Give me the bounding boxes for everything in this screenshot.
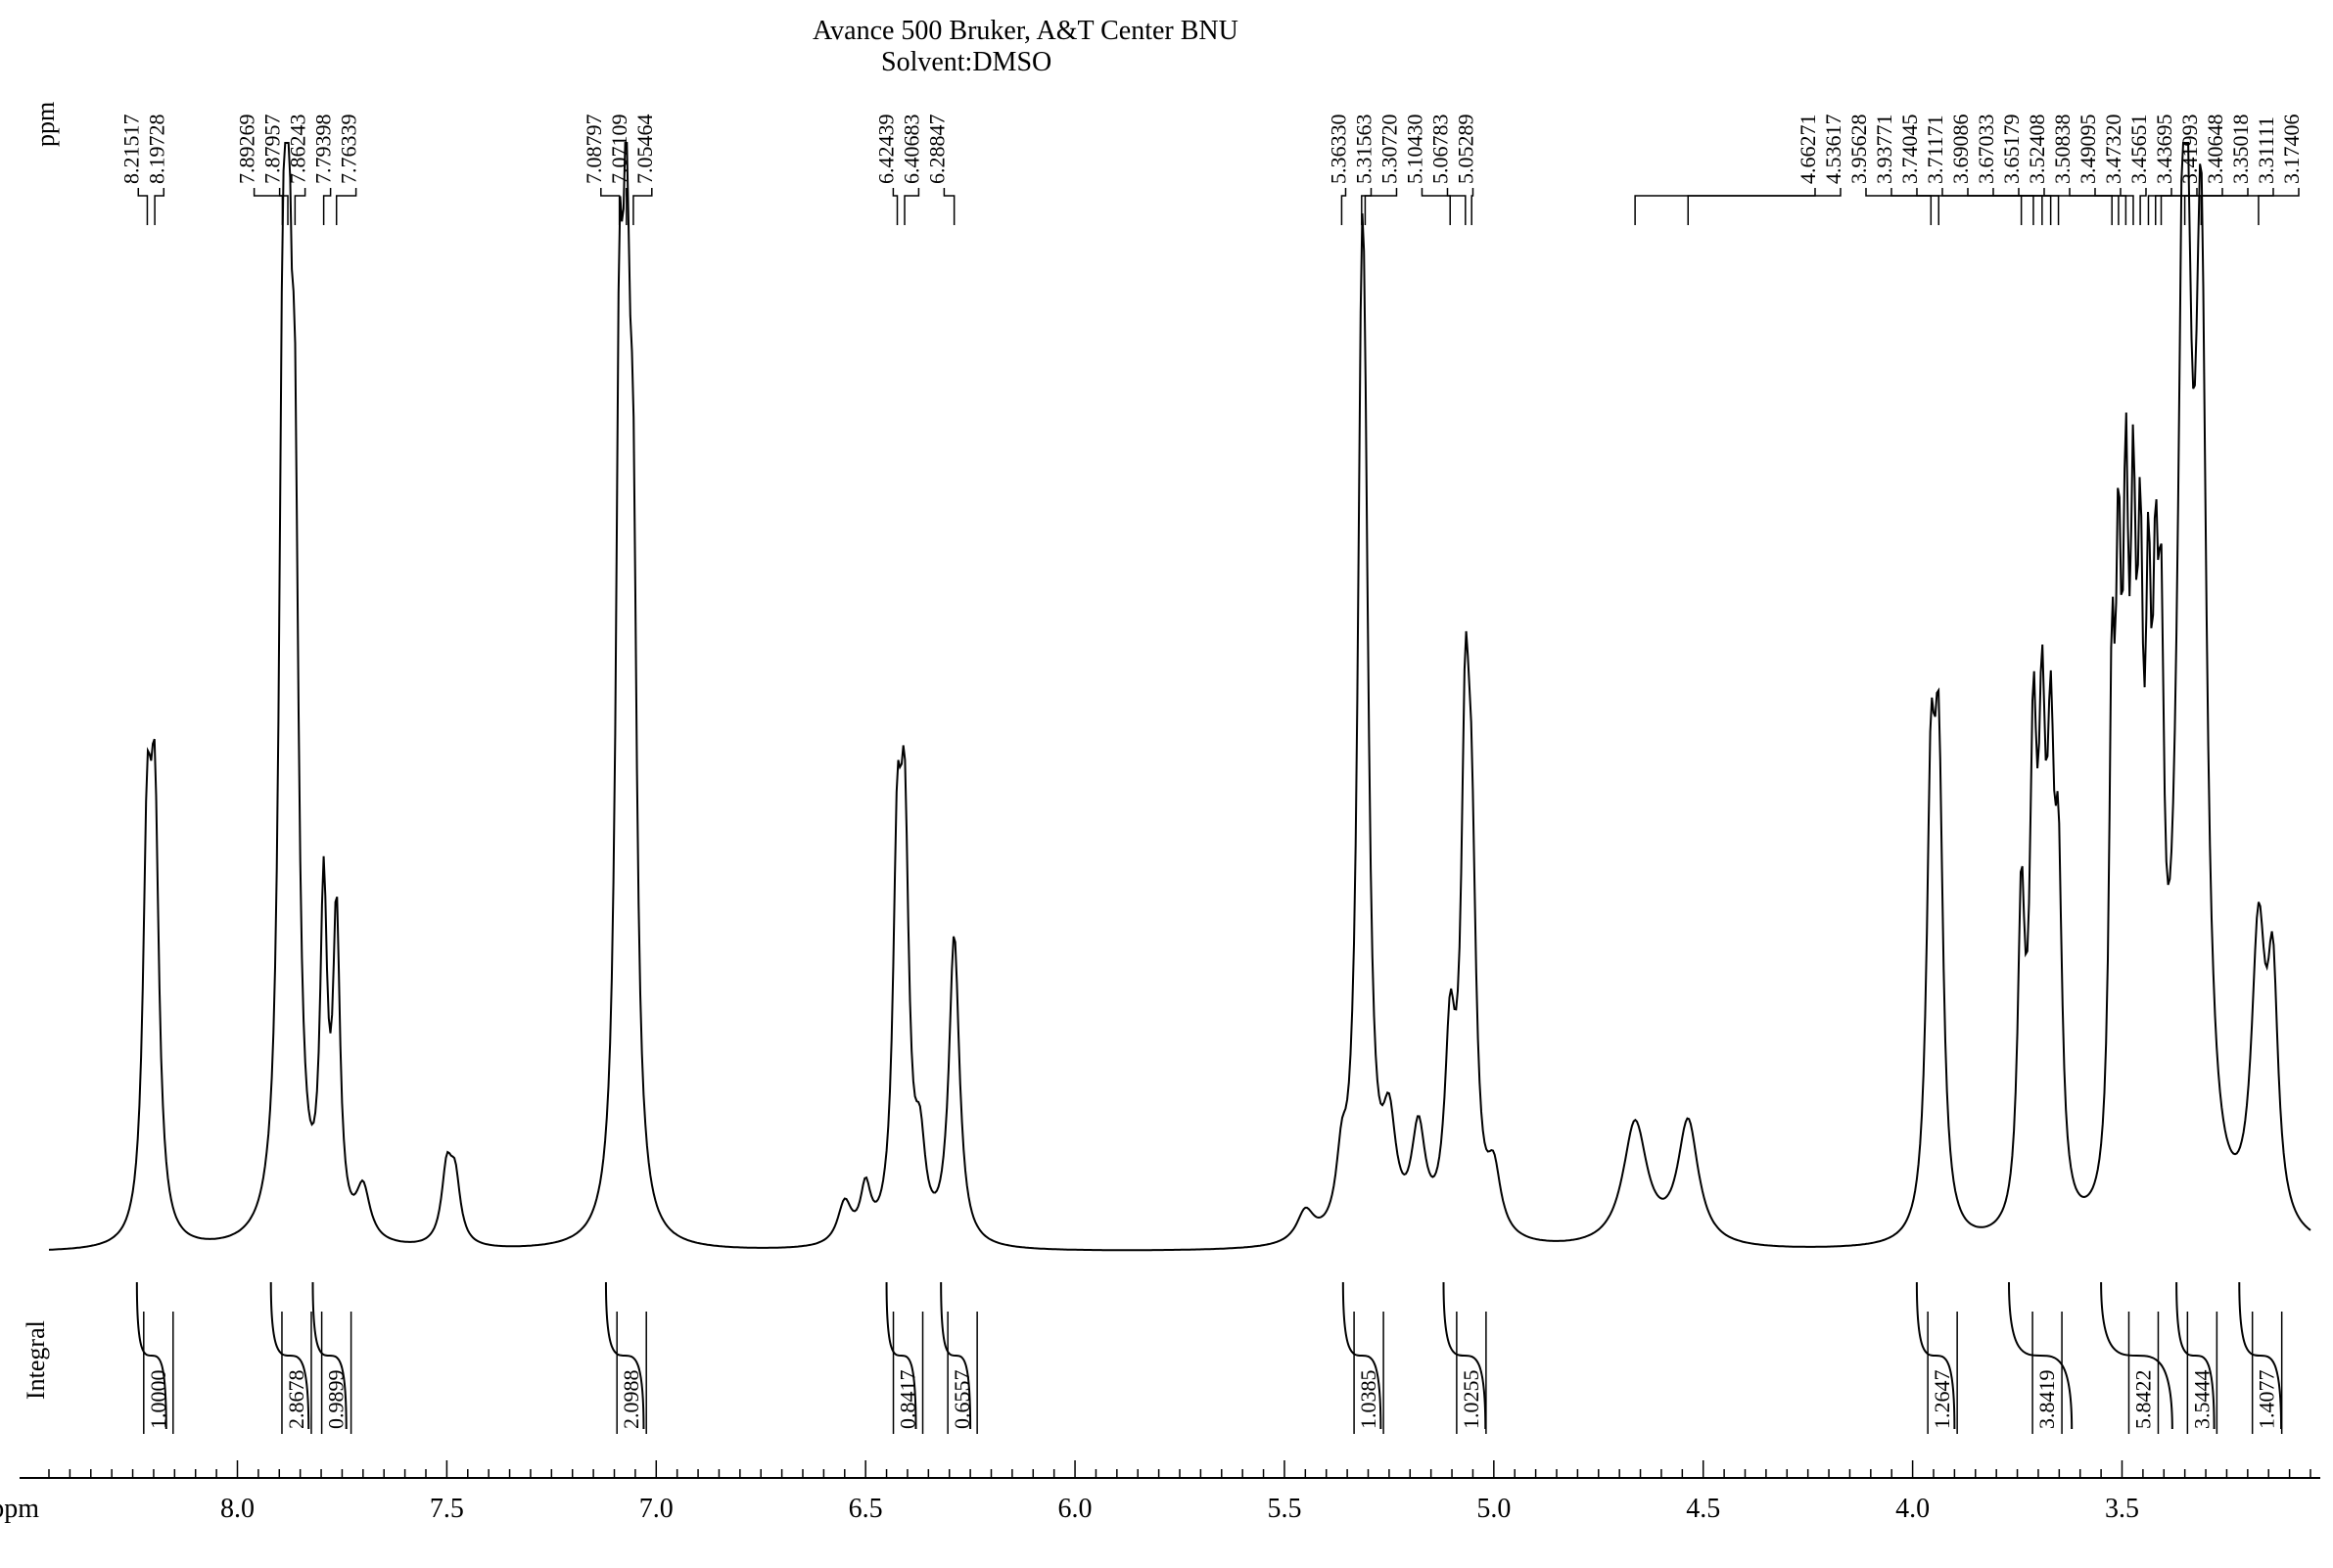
nmr-spectrum-svg: Avance 500 Bruker, A&T Center BNUSolvent… [0, 0, 2333, 1568]
peak-label: 3.35018 [2228, 115, 2253, 185]
integral-value: 1.4077 [2255, 1370, 2279, 1430]
peak-label: 3.95628 [1846, 115, 1871, 185]
xaxis-tick-label: 3.5 [2105, 1494, 2139, 1524]
peak-marker [155, 188, 163, 225]
peak-marker [2019, 188, 2059, 225]
peak-marker [1917, 188, 2022, 225]
peak-marker [1968, 188, 2042, 225]
integral-value: 0.6557 [950, 1370, 974, 1430]
integral-axis-label: Integral [22, 1320, 50, 1400]
peak-label: 3.47320 [2101, 115, 2125, 185]
peak-label: 3.40648 [2203, 115, 2227, 185]
peak-marker [255, 188, 283, 225]
xaxis-tick-label: 6.5 [849, 1494, 883, 1524]
peak-marker [944, 188, 954, 225]
peak-label: 3.31111 [2254, 116, 2278, 184]
peak-marker [2121, 188, 2133, 225]
peak-marker [905, 188, 918, 225]
peak-label: 7.87957 [260, 115, 285, 185]
peak-label: 8.19728 [144, 115, 168, 185]
peak-label: 3.17406 [2279, 115, 2304, 185]
peak-label: 5.30720 [1376, 115, 1401, 185]
peak-marker [1866, 188, 1931, 225]
peak-marker [1422, 188, 1450, 225]
peak-marker [2162, 188, 2222, 225]
xaxis-tick-label: 4.5 [1686, 1494, 1720, 1524]
peak-marker [2148, 188, 2171, 225]
peak-label: 5.10430 [1402, 115, 1426, 185]
xaxis-tick-label: 7.0 [639, 1494, 674, 1524]
peak-label: 6.28847 [924, 115, 949, 184]
integral-value: 1.0385 [1356, 1370, 1380, 1430]
xaxis-tick-label: 5.0 [1476, 1494, 1511, 1524]
peak-marker [601, 188, 620, 225]
xaxis-tick-label: 5.5 [1267, 1494, 1301, 1524]
peak-label: 7.79398 [311, 115, 336, 185]
title-line1: Avance 500 Bruker, A&T Center BNU [813, 16, 1238, 46]
peak-marker [1471, 188, 1472, 225]
integral-value: 0.9899 [324, 1370, 349, 1430]
peak-label: 3.52408 [2025, 115, 2049, 185]
xaxis-tick-label: 8.0 [220, 1494, 255, 1524]
peak-marker [1365, 188, 1396, 225]
peak-marker [324, 188, 331, 225]
integral-value: 1.2647 [1930, 1370, 1954, 1430]
peak-marker [295, 188, 304, 225]
peak-label: 5.06783 [1427, 115, 1452, 185]
peak-label: 7.76339 [337, 115, 361, 185]
peak-label: 3.71171 [1923, 115, 1947, 184]
integral-value: 2.0988 [619, 1370, 643, 1430]
peak-marker [138, 188, 147, 225]
peak-label: 3.69086 [1948, 115, 1973, 184]
peak-label: 4.53617 [1821, 115, 1845, 185]
peak-marker [2140, 188, 2146, 225]
peak-marker [2259, 188, 2299, 225]
peak-marker [633, 188, 652, 225]
integral-value: 5.8422 [2130, 1370, 2155, 1430]
peak-marker [337, 188, 356, 225]
peak-label: 5.31563 [1351, 115, 1376, 185]
xaxis-tick-label: 6.0 [1058, 1494, 1093, 1524]
peak-label: 4.66271 [1796, 115, 1820, 185]
spectrum-trace [49, 143, 2310, 1250]
peak-marker [2185, 188, 2248, 225]
peak-label: 3.67033 [1974, 115, 1998, 184]
peak-label: 7.89269 [235, 115, 259, 185]
xaxis-unit-label: ppm [0, 1494, 39, 1524]
peak-marker [2201, 188, 2273, 225]
peak-label: 5.05289 [1453, 115, 1477, 185]
peak-marker [893, 188, 897, 225]
peak-label: 6.42439 [873, 115, 898, 185]
integral-value: 0.8417 [896, 1370, 920, 1430]
peak-label: 3.43695 [2152, 115, 2176, 185]
peak-label: 7.08797 [582, 115, 606, 185]
peak-marker [1942, 188, 2033, 225]
peak-label: 8.21517 [118, 115, 143, 185]
peak-label: 5.36330 [1326, 115, 1350, 185]
integral-value: 3.5444 [2189, 1370, 2214, 1430]
peak-label: 3.45651 [2126, 115, 2151, 185]
peak-marker [1688, 188, 1841, 225]
peak-label: 6.40683 [899, 115, 923, 185]
peak-label: 3.50838 [2050, 115, 2075, 185]
integral-value: 1.0000 [146, 1370, 170, 1430]
xaxis-tick-label: 7.5 [430, 1494, 464, 1524]
peak-label: 3.93771 [1872, 115, 1896, 185]
title-line2: Solvent:DMSO [881, 47, 1051, 77]
peak-marker [2044, 188, 2112, 225]
peak-label: 7.05464 [632, 115, 657, 185]
yaxis-top-label: ppm [31, 102, 60, 147]
peak-marker [1635, 188, 1815, 225]
peak-marker [2070, 188, 2119, 225]
peak-label: 3.49095 [2076, 115, 2100, 185]
peak-label: 3.74045 [1897, 115, 1922, 185]
xaxis-tick-label: 4.0 [1895, 1494, 1930, 1524]
integral-value: 1.0255 [1459, 1370, 1483, 1430]
peak-label: 3.65179 [1999, 115, 2024, 185]
peak-marker [1341, 188, 1345, 225]
integral-value: 3.8419 [2034, 1370, 2059, 1430]
integral-value: 2.8678 [284, 1370, 308, 1430]
